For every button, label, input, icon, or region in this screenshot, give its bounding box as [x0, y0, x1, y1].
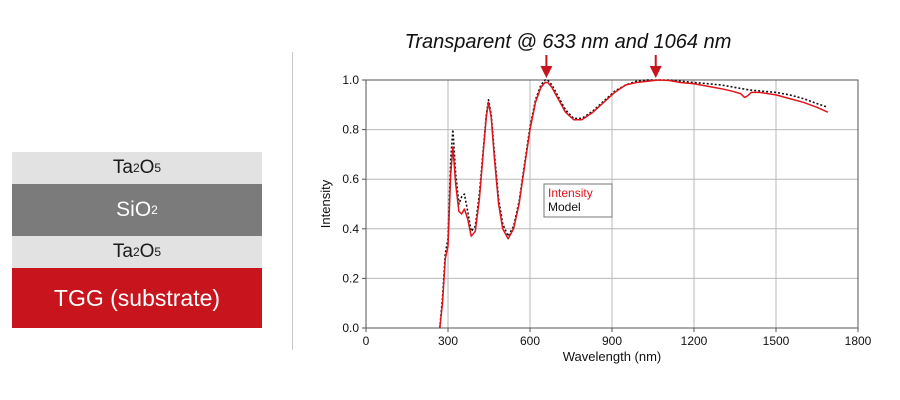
formula-subscript: 2 [132, 161, 140, 175]
y-tick-label: 0.2 [342, 271, 359, 285]
x-tick-label: 300 [438, 334, 458, 348]
legend-entry: Model [548, 200, 581, 214]
formula-subscript: 2 [151, 203, 158, 217]
x-tick-label: 1500 [763, 334, 790, 348]
y-tick-label: 0.0 [342, 321, 359, 335]
x-tick-labels: 0 300 600 900 1200 1500 1800 [363, 334, 872, 348]
formula-text: O [139, 157, 155, 178]
layer-stack: Ta 2 O 5 SiO 2 Ta 2 O 5 TGG (substrate) [12, 152, 262, 328]
layer-1: SiO 2 [12, 184, 262, 236]
series-line-model [439, 79, 829, 329]
divider [292, 52, 293, 350]
formula-text: Ta [112, 241, 133, 262]
formula-subscript: 2 [132, 245, 140, 259]
y-axis-label: Intensity [318, 179, 333, 228]
arrow-head [649, 66, 662, 78]
x-tick-label: 0 [363, 334, 370, 348]
y-tick-labels: 0.0 0.2 0.4 0.6 0.8 1.0 [342, 73, 359, 335]
formula-subscript: 5 [154, 161, 162, 175]
formula-text: O [139, 241, 155, 262]
legend-box [543, 183, 613, 218]
x-tick-label: 600 [520, 334, 540, 348]
series-line-intensity [439, 79, 829, 329]
x-axis-label: Wavelength (nm) [563, 349, 662, 364]
legend-entry: Intensity [548, 186, 593, 200]
formula-text: SiO [116, 198, 152, 221]
y-tick-label: 1.0 [342, 73, 359, 87]
arrow-markers [540, 55, 662, 78]
x-tick-label: 900 [602, 334, 622, 348]
chart-title: Transparent @ 633 nm and 1064 nm [405, 31, 732, 53]
arrow-head [540, 66, 553, 78]
transmission-chart: Transparent @ 633 nm and 1064 nm 0 300 600… [318, 31, 872, 364]
formula-subscript: 5 [154, 245, 162, 259]
y-tick-label: 0.6 [342, 172, 359, 186]
layer-3: TGG (substrate) [12, 268, 262, 328]
y-tick-label: 0.8 [342, 123, 359, 137]
x-tick-label: 1800 [845, 334, 872, 348]
x-tick-label: 1200 [681, 334, 708, 348]
formula-text: Ta [112, 157, 133, 178]
series-layer [439, 79, 829, 329]
layer-2: Ta 2 O 5 [12, 236, 262, 268]
layer-0: Ta 2 O 5 [12, 152, 262, 184]
plot-area [365, 79, 859, 329]
y-tick-label: 0.4 [342, 222, 359, 236]
formula-text: TGG (substrate) [53, 284, 221, 311]
